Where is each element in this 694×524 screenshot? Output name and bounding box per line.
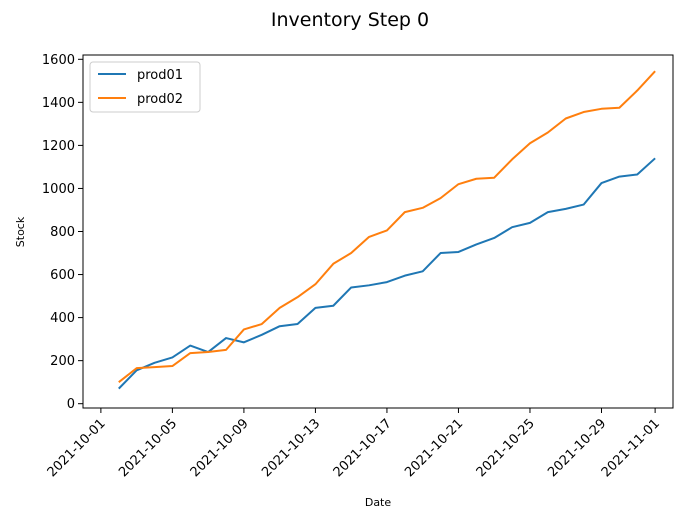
y-axis-label: Stock — [14, 216, 27, 247]
x-tick-label: 2021-10-13 — [259, 416, 323, 480]
x-tick-label: 2021-10-05 — [116, 416, 180, 480]
y-tick-label: 200 — [50, 354, 75, 369]
y-tick-label: 1600 — [42, 53, 75, 68]
x-tick-label: 2021-10-25 — [474, 416, 538, 480]
x-tick-label: 2021-10-17 — [331, 416, 395, 480]
x-axis-label: Date — [365, 496, 392, 509]
x-tick-label: 2021-11-01 — [599, 416, 663, 480]
y-tick-label: 0 — [67, 397, 75, 412]
y-tick-label: 1400 — [42, 96, 75, 111]
x-tick-label: 2021-10-01 — [45, 416, 109, 480]
series-lines — [118, 70, 656, 390]
x-axis: 2021-10-01 2021-10-05 2021-10-09 2021-10-13… — [45, 408, 663, 480]
legend-label-prod01: prod01 — [137, 68, 183, 83]
x-tick-label: 2021-10-09 — [188, 416, 252, 480]
y-tick-label: 600 — [50, 268, 75, 283]
series-line-prod01 — [118, 157, 656, 390]
y-tick-label: 1000 — [42, 182, 75, 197]
y-axis: 0 200 400 600 800 1000 1200 1400 1600 — [42, 53, 83, 412]
x-tick-label: 2021-10-21 — [402, 416, 466, 480]
series-line-prod02 — [118, 70, 656, 383]
legend-label-prod02: prod02 — [137, 92, 183, 107]
y-tick-label: 800 — [50, 225, 75, 240]
legend: prod01 prod02 — [89, 61, 201, 113]
y-tick-label: 1200 — [42, 139, 75, 154]
chart-title: Inventory Step 0 — [271, 9, 429, 31]
y-tick-label: 400 — [50, 311, 75, 326]
